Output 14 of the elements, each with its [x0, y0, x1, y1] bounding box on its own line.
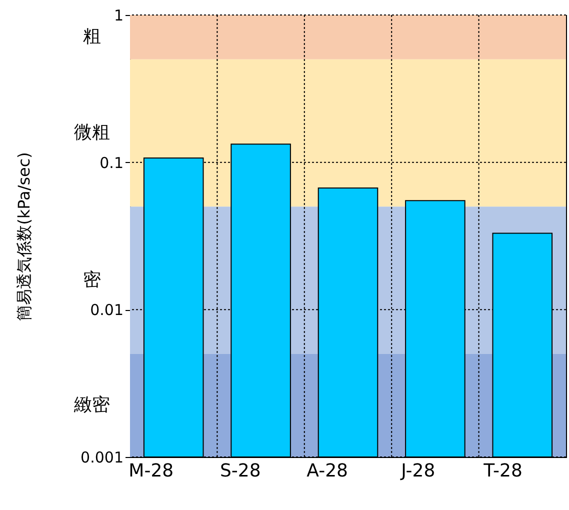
y-axis-title: 簡易透気係数(kPa/sec) — [14, 152, 34, 321]
x-tick-label: S-28 — [220, 460, 261, 482]
x-tick-label: M-28 — [128, 460, 174, 482]
y-tick-label: 0.1 — [100, 154, 124, 172]
band-label: 微粗 — [74, 122, 110, 144]
band-label: 緻密 — [73, 394, 110, 416]
y-tick-label: 1 — [114, 6, 124, 24]
band-label: 粗 — [83, 26, 101, 48]
x-tick-label: A-28 — [306, 460, 348, 482]
y-tick-label: 0.01 — [90, 301, 124, 320]
x-tick-label: J-28 — [400, 460, 436, 482]
y-tick-label: 0.001 — [80, 448, 124, 466]
x-tick-label: T-28 — [482, 460, 522, 482]
band-label: 密 — [83, 269, 101, 290]
